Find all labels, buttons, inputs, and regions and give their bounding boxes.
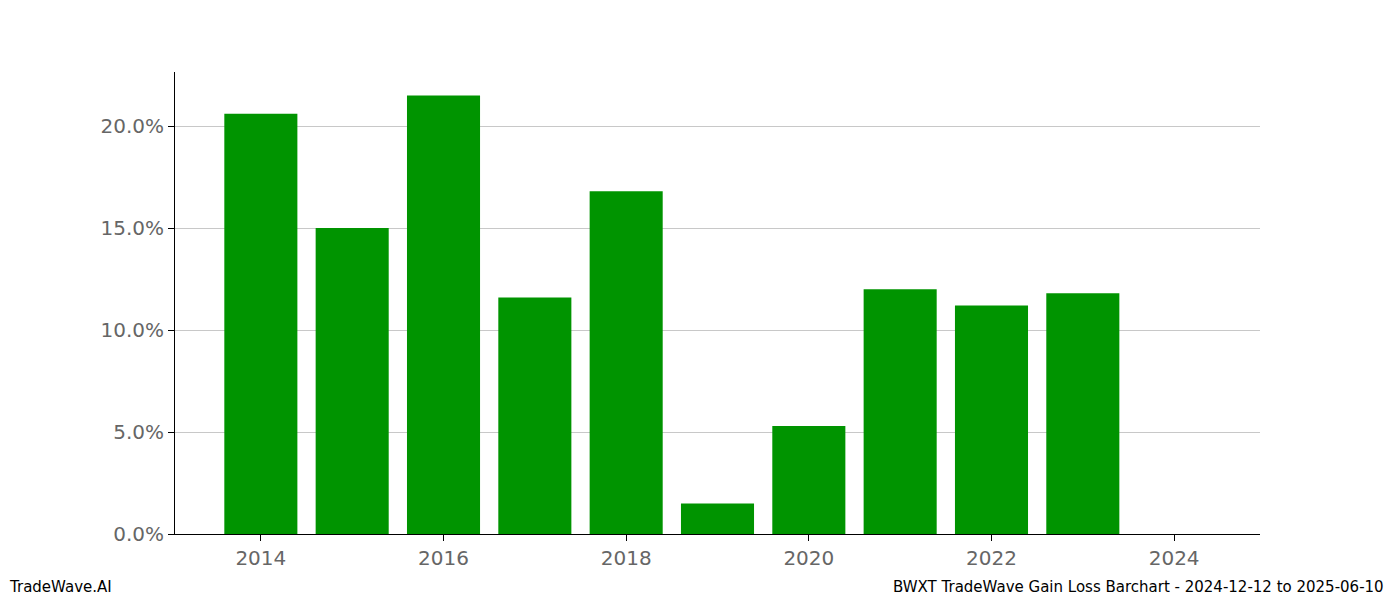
svg-text:2016: 2016	[418, 546, 469, 570]
svg-text:2014: 2014	[235, 546, 286, 570]
svg-text:5.0%: 5.0%	[113, 420, 164, 444]
svg-text:2024: 2024	[1149, 546, 1200, 570]
svg-text:2018: 2018	[601, 546, 652, 570]
svg-text:0.0%: 0.0%	[113, 522, 164, 546]
svg-text:TradeWave.AI: TradeWave.AI	[9, 578, 112, 596]
svg-text:2022: 2022	[966, 546, 1017, 570]
svg-text:10.0%: 10.0%	[100, 318, 164, 342]
svg-text:BWXT TradeWave Gain Loss Barch: BWXT TradeWave Gain Loss Barchart - 2024…	[893, 578, 1384, 596]
svg-text:2020: 2020	[783, 546, 834, 570]
svg-text:15.0%: 15.0%	[100, 216, 164, 240]
svg-text:20.0%: 20.0%	[100, 114, 164, 138]
